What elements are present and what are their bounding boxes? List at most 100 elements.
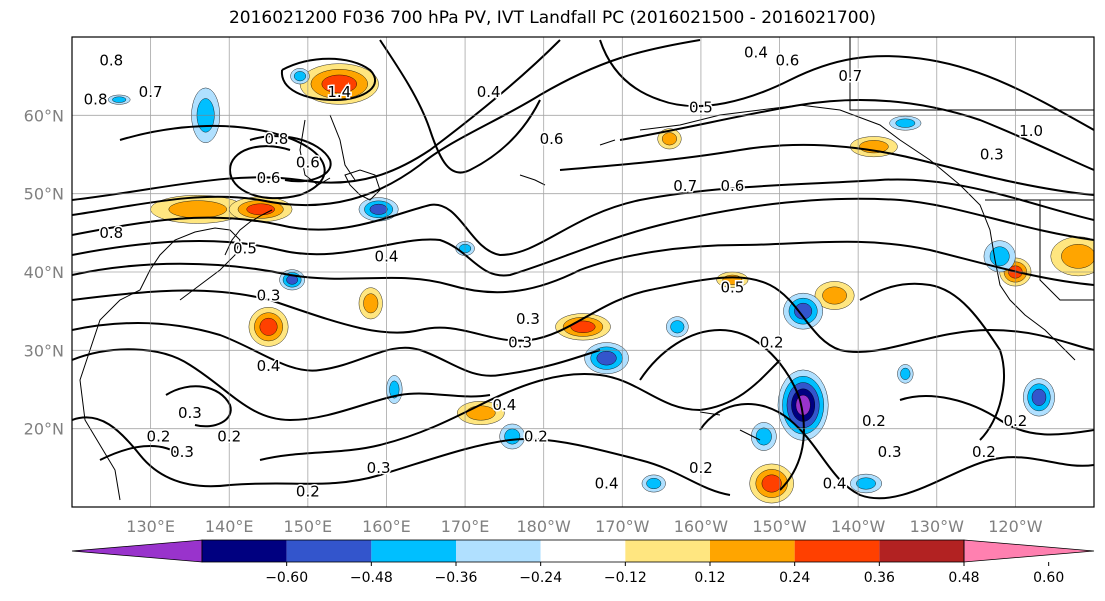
contour-label: 0.2 bbox=[147, 428, 171, 446]
colorbar-segment bbox=[794, 540, 880, 562]
shaded-band bbox=[389, 380, 400, 399]
shaded-band bbox=[596, 351, 617, 366]
graticule bbox=[72, 37, 1094, 507]
colorbar-extend-min bbox=[71, 539, 203, 563]
colorbar-tick-label: −0.48 bbox=[350, 570, 393, 586]
x-tick-label: 160°E bbox=[362, 517, 411, 536]
shaded-region-23 bbox=[751, 422, 777, 451]
contour-label: 0.8 bbox=[99, 224, 123, 242]
colorbar-extend-max bbox=[963, 539, 1095, 563]
contour-label: 0.2 bbox=[972, 443, 996, 461]
colorbar-segment bbox=[879, 540, 964, 562]
shaded-region-19 bbox=[584, 342, 629, 375]
chart-title: 2016021200 F036 700 hPa PV, IVT Landfall… bbox=[228, 8, 876, 28]
contour-label: 0.5 bbox=[689, 99, 713, 117]
x-tick-label: 140°E bbox=[205, 517, 254, 536]
shaded-region-28 bbox=[499, 423, 526, 450]
shaded-band bbox=[1031, 388, 1047, 406]
shaded-band bbox=[1061, 244, 1094, 269]
colorbar-segment bbox=[710, 540, 795, 562]
contour-label: 0.3 bbox=[170, 443, 194, 461]
contour-label: 0.6 bbox=[775, 52, 799, 70]
y-tick-label: 50°N bbox=[24, 185, 64, 204]
x-tick-label: 160°W bbox=[674, 517, 729, 536]
contour-label: 0.8 bbox=[264, 130, 288, 148]
shaded-region-14 bbox=[290, 68, 310, 85]
contour-label: 0.7 bbox=[673, 177, 697, 195]
colorbar-tick-label: −0.24 bbox=[519, 570, 562, 586]
shaded-region-0 bbox=[299, 63, 379, 105]
shaded-region-27 bbox=[897, 364, 914, 384]
contour-label: 0.8 bbox=[84, 91, 108, 109]
contour-label: 0.2 bbox=[524, 428, 548, 446]
x-tick-label: 140°W bbox=[831, 517, 886, 536]
colorbar-tick-label: 0.12 bbox=[694, 570, 725, 586]
colorbar-tick-label: 0.24 bbox=[779, 570, 810, 586]
shaded-band bbox=[822, 286, 847, 305]
colorbar-tick-label: 0.36 bbox=[864, 570, 895, 586]
colorbar-tick-label: −0.36 bbox=[435, 570, 478, 586]
shaded-region-11 bbox=[1050, 236, 1094, 277]
colorbar-segment bbox=[456, 540, 541, 562]
colorbar bbox=[71, 539, 1095, 563]
shaded-region-16 bbox=[358, 197, 399, 222]
contour-label: 0.3 bbox=[980, 146, 1004, 164]
shaded-band bbox=[259, 317, 278, 336]
x-tick-label: 130°E bbox=[126, 517, 175, 536]
colorbar-tick-label: 0.60 bbox=[1033, 570, 1064, 586]
shaded-band bbox=[794, 302, 813, 320]
shaded-band bbox=[112, 96, 127, 103]
shaded-region-5 bbox=[555, 313, 611, 341]
colorbar-segment bbox=[286, 540, 372, 562]
contour-label: 0.2 bbox=[217, 428, 241, 446]
contour-label: 0.5 bbox=[233, 240, 257, 258]
y-tick-label: 30°N bbox=[24, 341, 64, 360]
shaded-region-13 bbox=[657, 128, 682, 150]
shaded-band bbox=[466, 405, 496, 421]
contour-label: 0.4 bbox=[595, 475, 619, 493]
shaded-band bbox=[895, 118, 916, 128]
shaded-band bbox=[670, 320, 685, 334]
x-tick-label: 170°W bbox=[595, 517, 650, 536]
colorbar-segment bbox=[540, 540, 626, 562]
contour-labels: 0.80.80.7 1.40.80.60.60.80.5 0.40.30.40.30… bbox=[82, 42, 1044, 502]
shaded-region-8 bbox=[814, 281, 855, 310]
shaded-band bbox=[504, 428, 521, 445]
shaded-region-32 bbox=[107, 94, 131, 105]
contour-label: 0.4 bbox=[477, 83, 501, 101]
colorbar-tick-label: −0.12 bbox=[604, 570, 647, 586]
shaded-band bbox=[761, 474, 782, 493]
colorbar-segment bbox=[371, 540, 456, 562]
y-axis-labels: 20°N 30°N 40°N 50°N 60°N bbox=[24, 106, 64, 438]
contour-label: 0.4 bbox=[744, 44, 768, 62]
contour-label: 1.4 bbox=[327, 83, 351, 101]
contour-label: 0.3 bbox=[516, 310, 540, 328]
contour-label: 0.3 bbox=[178, 404, 202, 422]
shaded-region-3 bbox=[248, 307, 289, 347]
shaded-region-31 bbox=[889, 115, 922, 131]
contour-label: 0.8 bbox=[99, 52, 123, 70]
shaded-band bbox=[168, 200, 228, 219]
contour-label: 0.2 bbox=[1003, 412, 1027, 430]
x-axis-labels: 130°E 140°E 150°E 160°E 170°E 180°W 170°W 160°W… bbox=[126, 517, 1042, 536]
contour-label: 0.4 bbox=[257, 357, 281, 375]
contour-label: 1.0 bbox=[1019, 122, 1043, 140]
contour-label: 0.2 bbox=[689, 459, 713, 477]
shaded-region-20 bbox=[666, 316, 689, 338]
y-tick-label: 20°N bbox=[24, 420, 64, 439]
shaded-band bbox=[755, 427, 772, 446]
contour-label: 0.3 bbox=[257, 287, 281, 305]
colorbar-segment bbox=[625, 540, 710, 562]
coastlines bbox=[79, 37, 1094, 501]
contour-label: 0.6 bbox=[540, 130, 564, 148]
x-tick-label: 180°W bbox=[517, 517, 572, 536]
colorbar-labels: −0.60 −0.48 −0.36 −0.24 −0.12 0.12 0.24 0.36 0.4… bbox=[265, 562, 1064, 586]
shaded-band bbox=[646, 477, 662, 490]
shaded-region-26 bbox=[1023, 378, 1055, 417]
x-tick-label: 120°W bbox=[988, 517, 1043, 536]
x-tick-label: 150°W bbox=[752, 517, 807, 536]
shaded-region-30 bbox=[386, 375, 403, 404]
shaded-region-29 bbox=[641, 474, 666, 493]
contour-label: 0.6 bbox=[296, 153, 320, 171]
